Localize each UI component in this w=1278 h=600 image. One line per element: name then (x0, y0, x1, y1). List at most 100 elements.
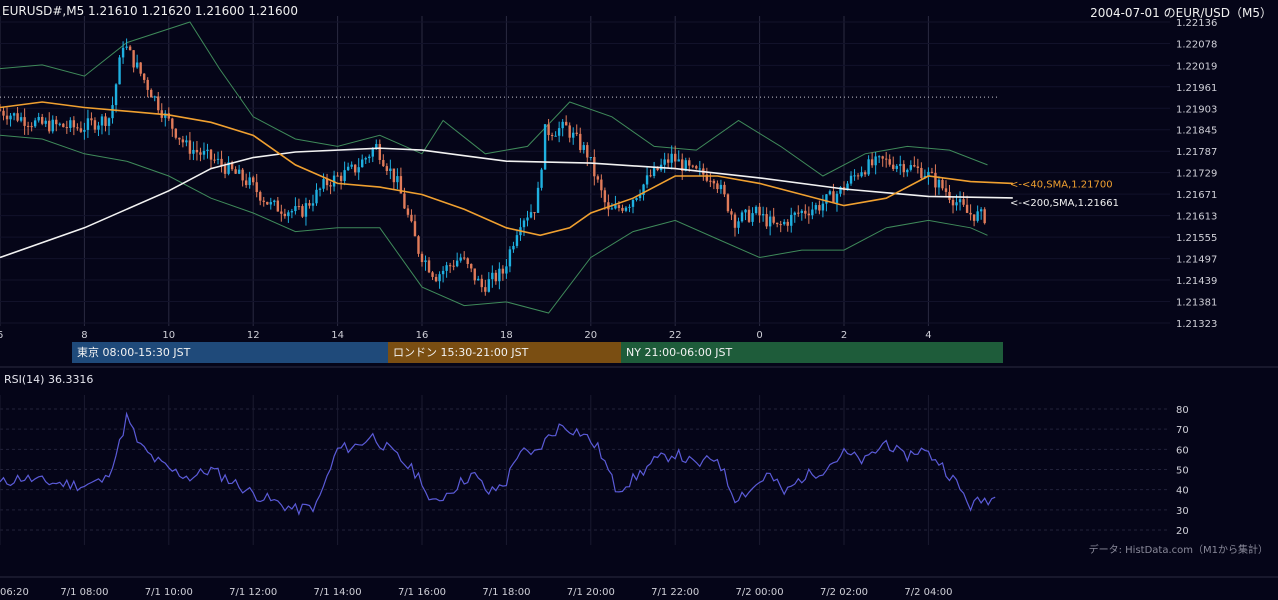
candle-body (656, 166, 659, 171)
candle-body (195, 149, 199, 153)
rsi-tick-label: 20 (1176, 526, 1189, 537)
rsi-x-tick-label: 7/2 04:00 (904, 587, 952, 598)
candle-body (895, 165, 898, 169)
candle-body (157, 96, 160, 111)
y-tick-label: 1.21961 (1176, 83, 1217, 94)
candle-body (754, 206, 758, 214)
candle-body (301, 206, 304, 217)
rsi-tick-label: 30 (1176, 506, 1189, 517)
session-london: ロンドン 15:30-21:00 JST (388, 342, 621, 363)
candle-body (723, 184, 726, 195)
candle-body (800, 210, 803, 213)
candle-body (213, 159, 216, 161)
candle-body (244, 180, 248, 186)
rsi-x-tick-label: 7/1 10:00 (145, 587, 193, 598)
candle-body (234, 169, 237, 174)
candle-body (860, 172, 863, 177)
candle-body (955, 202, 958, 206)
candle-body (670, 153, 673, 163)
candle-body (586, 145, 589, 158)
candle-body (97, 125, 100, 130)
candle-body (16, 113, 19, 121)
candle-body (304, 203, 308, 217)
candle-body (892, 164, 895, 169)
candle-body (417, 236, 420, 254)
candle-body (768, 216, 772, 227)
candle-body (906, 169, 909, 173)
candle-body (259, 192, 262, 201)
candle-body (712, 180, 716, 184)
candle-body (695, 166, 698, 169)
candle-body (779, 224, 782, 226)
candle-body (881, 156, 884, 159)
candle-body (536, 187, 540, 213)
candle-body (526, 217, 529, 221)
candle-body (666, 159, 670, 163)
candle-body (751, 213, 754, 222)
candle-body (972, 214, 976, 221)
candle-body (944, 188, 948, 192)
candle-body (470, 263, 473, 269)
candle-body (368, 156, 371, 159)
candle-body (353, 164, 357, 173)
candle-body (607, 202, 610, 210)
x-tick-label: 22 (669, 330, 682, 341)
candle-body (336, 175, 339, 177)
candle-body (783, 221, 786, 225)
candle-body (642, 184, 645, 195)
candle-body (969, 212, 972, 215)
candle-body (645, 175, 649, 185)
candle-body (505, 266, 508, 274)
y-tick-label: 1.21497 (1176, 255, 1217, 266)
candle-body (825, 194, 828, 204)
candle-body (375, 144, 378, 150)
candle-body (688, 160, 691, 166)
candle-body (649, 175, 652, 177)
x-tick-label: 10 (162, 330, 175, 341)
candle-body (30, 126, 33, 128)
candle-body (118, 57, 121, 85)
candle-body (62, 123, 65, 128)
candle-body (396, 176, 399, 183)
candle-body (730, 211, 733, 215)
candle-body (941, 179, 944, 189)
y-tick-label: 1.21671 (1176, 190, 1217, 201)
candle-body (814, 205, 818, 210)
candle-body (719, 184, 723, 190)
candle-body (164, 113, 167, 118)
candle-body (51, 119, 54, 132)
candle-body (856, 175, 860, 177)
candle-body (807, 213, 811, 216)
candle-body (86, 118, 90, 130)
candle-body (564, 121, 568, 126)
session-tokyo: 東京 08:00-15:30 JST (72, 342, 388, 363)
candle-body (540, 169, 543, 188)
candle-body (593, 157, 596, 177)
candle-body (863, 172, 867, 175)
candle-body (385, 166, 389, 172)
candle-body (477, 278, 480, 281)
x-tick-label: 4 (925, 330, 931, 341)
candle-body (248, 177, 251, 186)
candle-body (382, 159, 385, 167)
candle-body (107, 118, 111, 126)
candle-body (832, 191, 835, 203)
candle-body (473, 268, 476, 281)
candle-body (877, 156, 881, 158)
session-newyork: NY 21:00-06:00 JST (621, 342, 1003, 363)
candle-body (448, 265, 452, 267)
y-tick-label: 1.21903 (1176, 104, 1217, 115)
candle-body (287, 212, 290, 217)
candle-body (684, 160, 687, 171)
candle-body (705, 174, 709, 181)
candle-body (294, 206, 297, 212)
candle-body (979, 209, 983, 212)
candle-body (329, 185, 332, 187)
x-tick-label: 20 (584, 330, 597, 341)
candle-body (128, 46, 132, 51)
candle-body (614, 205, 617, 209)
candle-body (484, 287, 487, 292)
rsi-x-tick-label: 7/1 12:00 (229, 587, 277, 598)
candle-body (515, 235, 519, 246)
